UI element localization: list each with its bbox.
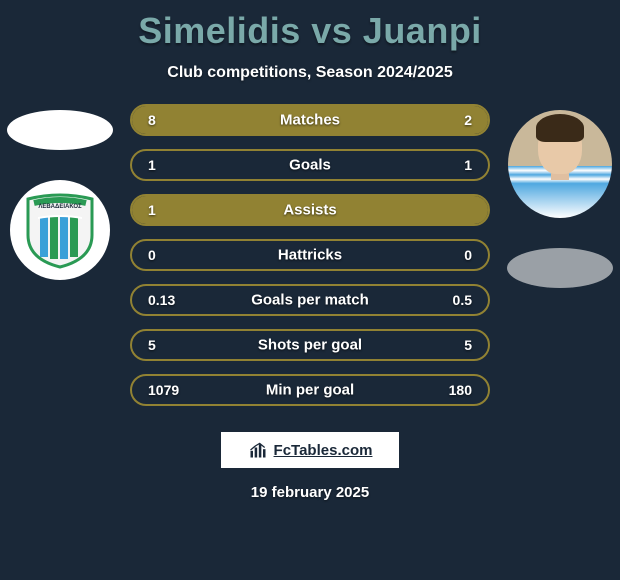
left-club-badge: ΛΕΒΑΔΕΙΑΚΟΣ [10,180,110,280]
stat-value-right: 5 [464,337,472,353]
stat-value-right: 0.5 [453,292,472,308]
stat-value-left: 0.13 [148,292,175,308]
page-subtitle: Club competitions, Season 2024/2025 [0,64,620,82]
stat-row: 8 Matches 2 [130,104,490,136]
bar-chart-icon [248,440,268,460]
stat-fill-left [132,106,417,134]
left-side-panel: ΛΕΒΑΔΕΙΑΚΟΣ [0,110,120,280]
stat-value-left: 1079 [148,382,179,398]
right-player-photo [508,110,612,218]
stat-label: Shots per goal [258,337,362,354]
stat-label: Matches [280,112,340,129]
stat-row: 0 Hattricks 0 [130,239,490,271]
stat-row: 1079 Min per goal 180 [130,374,490,406]
stats-list: 8 Matches 2 1 Goals 1 1 Assists 0 Hattricks 0 0.13 G… [130,104,490,406]
player-hair-shape [536,114,584,142]
stat-value-right: 2 [464,112,472,128]
right-side-panel [500,110,620,288]
right-ellipse-decor [507,248,613,288]
stat-row: 1 Goals 1 [130,149,490,181]
left-ellipse-decor [7,110,113,150]
stat-value-right: 180 [449,382,472,398]
stat-row: 1 Assists [130,194,490,226]
stat-value-right: 0 [464,247,472,263]
stat-value-left: 1 [148,157,156,173]
stat-value-left: 0 [148,247,156,263]
stat-label: Min per goal [266,382,354,399]
stat-row: 5 Shots per goal 5 [130,329,490,361]
page-title: Simelidis vs Juanpi [0,0,620,52]
stat-fill-right [417,106,488,134]
stat-label: Assists [283,202,336,219]
stat-label: Goals per match [251,292,369,309]
footer-date: 19 february 2025 [0,484,620,501]
stat-value-right: 1 [464,157,472,173]
stat-row: 0.13 Goals per match 0.5 [130,284,490,316]
svg-text:ΛΕΒΑΔΕΙΑΚΟΣ: ΛΕΒΑΔΕΙΑΚΟΣ [38,204,82,210]
club-crest-icon: ΛΕΒΑΔΕΙΑΚΟΣ [24,191,96,269]
stat-label: Goals [289,157,331,174]
stat-value-left: 1 [148,202,156,218]
stat-label: Hattricks [278,247,342,264]
fctables-brand-link[interactable]: FcTables.com [221,432,399,468]
stat-value-left: 5 [148,337,156,353]
stat-value-left: 8 [148,112,156,128]
fctables-brand-text: FcTables.com [274,442,373,459]
